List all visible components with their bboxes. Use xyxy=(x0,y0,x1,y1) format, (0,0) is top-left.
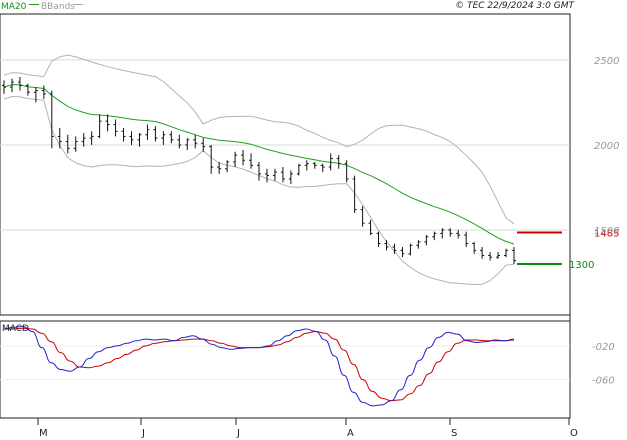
price-bar xyxy=(105,114,110,132)
price-bar xyxy=(432,231,437,241)
macd-panel-frame xyxy=(0,320,571,419)
price-bar xyxy=(209,144,214,174)
price-bar xyxy=(360,206,365,227)
price-bar xyxy=(440,228,445,239)
price-tick-label: 1500 xyxy=(594,226,619,237)
price-bar xyxy=(328,153,333,171)
bbands-upper xyxy=(3,54,515,225)
bbands-lower xyxy=(3,95,515,286)
price-bar xyxy=(177,134,182,149)
price-bar xyxy=(97,114,102,139)
macd-tick-label: -020 xyxy=(592,342,615,353)
price-bar xyxy=(89,131,94,145)
price-bar xyxy=(512,246,516,264)
price-bar xyxy=(368,219,373,236)
macd-panel-label: MACD xyxy=(2,324,29,334)
price-bar xyxy=(57,127,62,149)
price-bar xyxy=(233,151,238,168)
price-bar xyxy=(121,127,126,142)
month-label: A xyxy=(347,428,354,439)
bbands-legend-label: BBands xyxy=(41,2,75,12)
price-bar xyxy=(249,153,254,169)
price-bar xyxy=(344,160,349,183)
price-bar xyxy=(73,136,78,152)
price-panel-frame xyxy=(0,13,571,316)
price-bar xyxy=(225,160,230,173)
price-bar xyxy=(272,168,277,181)
price-bar xyxy=(257,161,261,181)
price-bar xyxy=(17,76,22,91)
price-bar xyxy=(472,241,477,254)
price-bar xyxy=(496,252,501,259)
price-bar xyxy=(416,240,421,249)
level-label: 1485 xyxy=(594,229,619,240)
macd-lines xyxy=(3,325,515,407)
price-bar xyxy=(217,161,222,174)
price-bar xyxy=(424,235,429,246)
macd-tick-label: -060 xyxy=(592,376,615,387)
bbands-legend-swatch xyxy=(73,4,83,5)
price-tick-label: 2000 xyxy=(594,141,619,152)
macd-signal-line xyxy=(4,327,515,402)
price-bar xyxy=(280,167,285,183)
ma20-path xyxy=(3,84,515,245)
price-bar xyxy=(288,170,293,185)
macd-line xyxy=(3,325,515,407)
price-bar xyxy=(25,83,30,96)
price-bar xyxy=(336,155,341,169)
ma20-legend-swatch xyxy=(29,4,39,5)
price-bar xyxy=(304,160,309,171)
month-label: J xyxy=(236,428,240,439)
month-label: J xyxy=(141,428,145,439)
price-bar xyxy=(352,175,357,213)
axis-ticks: 2500 2000 1500 -020 -060 xyxy=(592,56,619,387)
price-bar xyxy=(145,124,150,140)
price-bar xyxy=(2,80,6,94)
price-bar xyxy=(65,134,70,154)
price-bar xyxy=(129,131,134,145)
price-bar xyxy=(296,163,301,176)
price-bar xyxy=(504,248,509,258)
price-bar xyxy=(113,119,118,137)
price-bar xyxy=(400,246,405,258)
month-label: S xyxy=(451,428,457,439)
price-bar xyxy=(9,78,14,93)
price-bar xyxy=(408,243,413,256)
copyright-notice: © TEC 22/9/2024 3:0 GMT xyxy=(455,1,575,11)
price-bar xyxy=(41,85,46,100)
month-label: O xyxy=(570,428,578,439)
price-bar xyxy=(320,163,325,173)
price-bar xyxy=(137,133,142,147)
price-bar xyxy=(81,133,86,147)
price-tick-label: 2500 xyxy=(594,56,619,67)
price-bar xyxy=(488,252,493,261)
price-bar xyxy=(169,131,174,144)
price-bar xyxy=(161,131,166,145)
gridlines xyxy=(0,59,570,381)
month-label: M xyxy=(39,428,48,439)
price-bar xyxy=(193,134,198,149)
price-bar xyxy=(312,161,317,169)
level-lines: 1485 1300 xyxy=(517,229,619,271)
price-bar xyxy=(464,231,469,247)
price-bar xyxy=(241,150,246,166)
price-bar xyxy=(376,231,381,247)
price-bar xyxy=(153,126,158,142)
price-bar xyxy=(33,87,38,103)
ma20-line xyxy=(3,84,515,245)
level-label: 1300 xyxy=(569,260,594,271)
price-bar xyxy=(392,243,397,254)
price-bar xyxy=(384,240,389,251)
ma20-legend-label: MA20 xyxy=(1,2,27,12)
price-bar xyxy=(49,90,54,149)
price-bar xyxy=(456,229,461,239)
price-bar xyxy=(480,246,485,259)
price-bar xyxy=(201,138,206,152)
price-bar xyxy=(185,138,190,151)
price-bars xyxy=(2,76,516,264)
price-bar xyxy=(448,228,453,237)
price-bar xyxy=(264,168,269,183)
